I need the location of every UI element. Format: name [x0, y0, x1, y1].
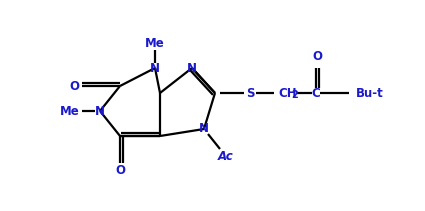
Text: N: N: [199, 123, 209, 135]
Text: Ac: Ac: [218, 150, 234, 164]
Text: 2: 2: [291, 90, 298, 100]
Text: N: N: [95, 104, 105, 118]
Text: CH: CH: [278, 87, 297, 100]
Text: Me: Me: [60, 104, 80, 118]
Text: S: S: [246, 87, 254, 100]
Text: Bu-t: Bu-t: [356, 87, 384, 100]
Text: O: O: [312, 50, 322, 62]
Text: C: C: [312, 87, 320, 100]
Text: Me: Me: [145, 37, 165, 50]
Text: O: O: [69, 80, 79, 92]
Text: N: N: [187, 61, 197, 74]
Text: N: N: [150, 61, 160, 74]
Text: O: O: [115, 165, 125, 177]
